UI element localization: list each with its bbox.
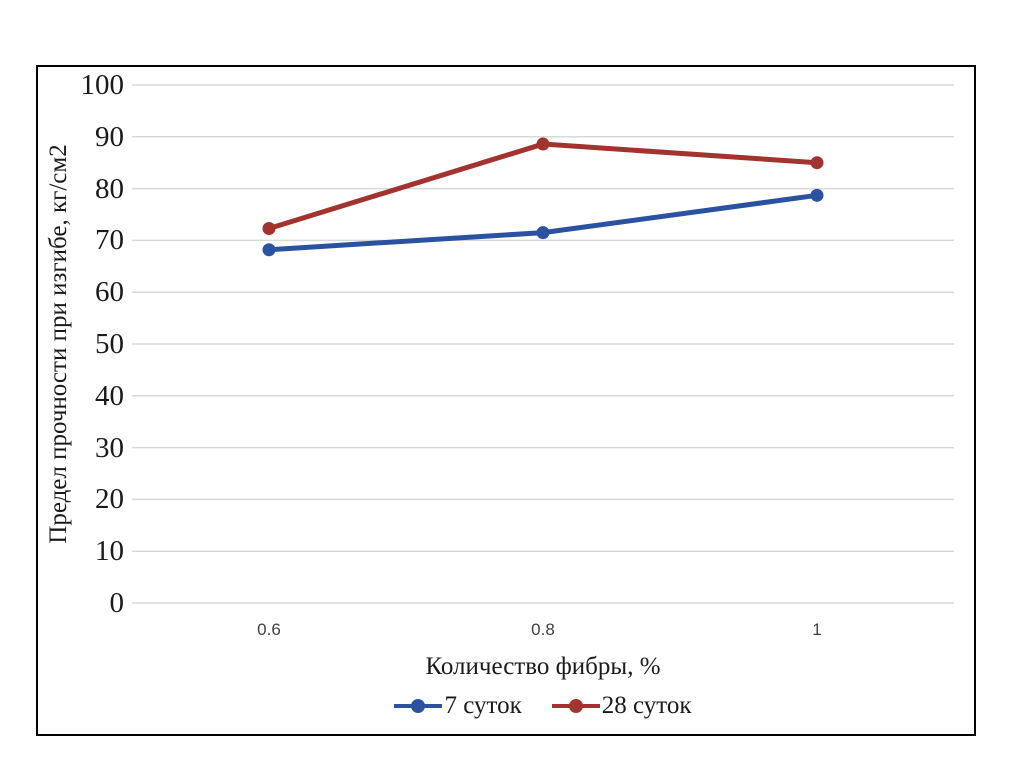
data-point-marker bbox=[810, 156, 824, 170]
data-point-marker bbox=[810, 188, 824, 202]
legend-label: 7 суток bbox=[444, 692, 522, 719]
legend-dot-icon bbox=[411, 699, 426, 713]
chart-legend: 7 суток 28 суток bbox=[132, 689, 954, 723]
legend-item-series-1: 28 суток bbox=[551, 689, 692, 723]
y-tick-label: 40 bbox=[95, 379, 124, 412]
y-tick-label: 60 bbox=[95, 276, 124, 309]
y-tick-label: 90 bbox=[95, 120, 124, 153]
legend-marker-icon bbox=[551, 699, 600, 713]
x-tick-label: 1 bbox=[812, 620, 822, 639]
y-tick-label: 0 bbox=[109, 587, 125, 619]
legend-marker-icon bbox=[394, 699, 443, 713]
chart-frame: 0 10 20 30 40 50 60 70 80 90 100 0.6 0.8 1 Предел пр… bbox=[36, 65, 976, 736]
x-tick-label: 0.6 bbox=[257, 620, 281, 639]
y-tick-label: 100 bbox=[80, 69, 125, 101]
data-point-marker bbox=[536, 226, 550, 240]
line-chart-plot-area bbox=[132, 84, 954, 604]
x-tick-label: 0.8 bbox=[531, 620, 555, 639]
series-line-1 bbox=[266, 141, 820, 231]
y-tick-label: 10 bbox=[95, 535, 124, 568]
data-point-marker bbox=[262, 221, 276, 235]
y-tick-label: 70 bbox=[95, 224, 124, 257]
y-tick-label: 30 bbox=[95, 431, 124, 464]
y-tick-label: 50 bbox=[95, 328, 124, 360]
y-axis-title: Предел прочности при изгибе, кг/см2 bbox=[45, 144, 72, 544]
y-tick-label: 20 bbox=[95, 483, 124, 516]
legend-dot-icon bbox=[568, 699, 583, 713]
data-point-marker bbox=[536, 137, 550, 151]
x-axis-title: Количество фибры, % bbox=[425, 653, 661, 680]
legend-item-series-0: 7 суток bbox=[394, 689, 522, 723]
data-point-marker bbox=[262, 243, 276, 257]
legend-label: 28 суток bbox=[601, 692, 692, 719]
y-tick-label: 80 bbox=[95, 172, 124, 205]
